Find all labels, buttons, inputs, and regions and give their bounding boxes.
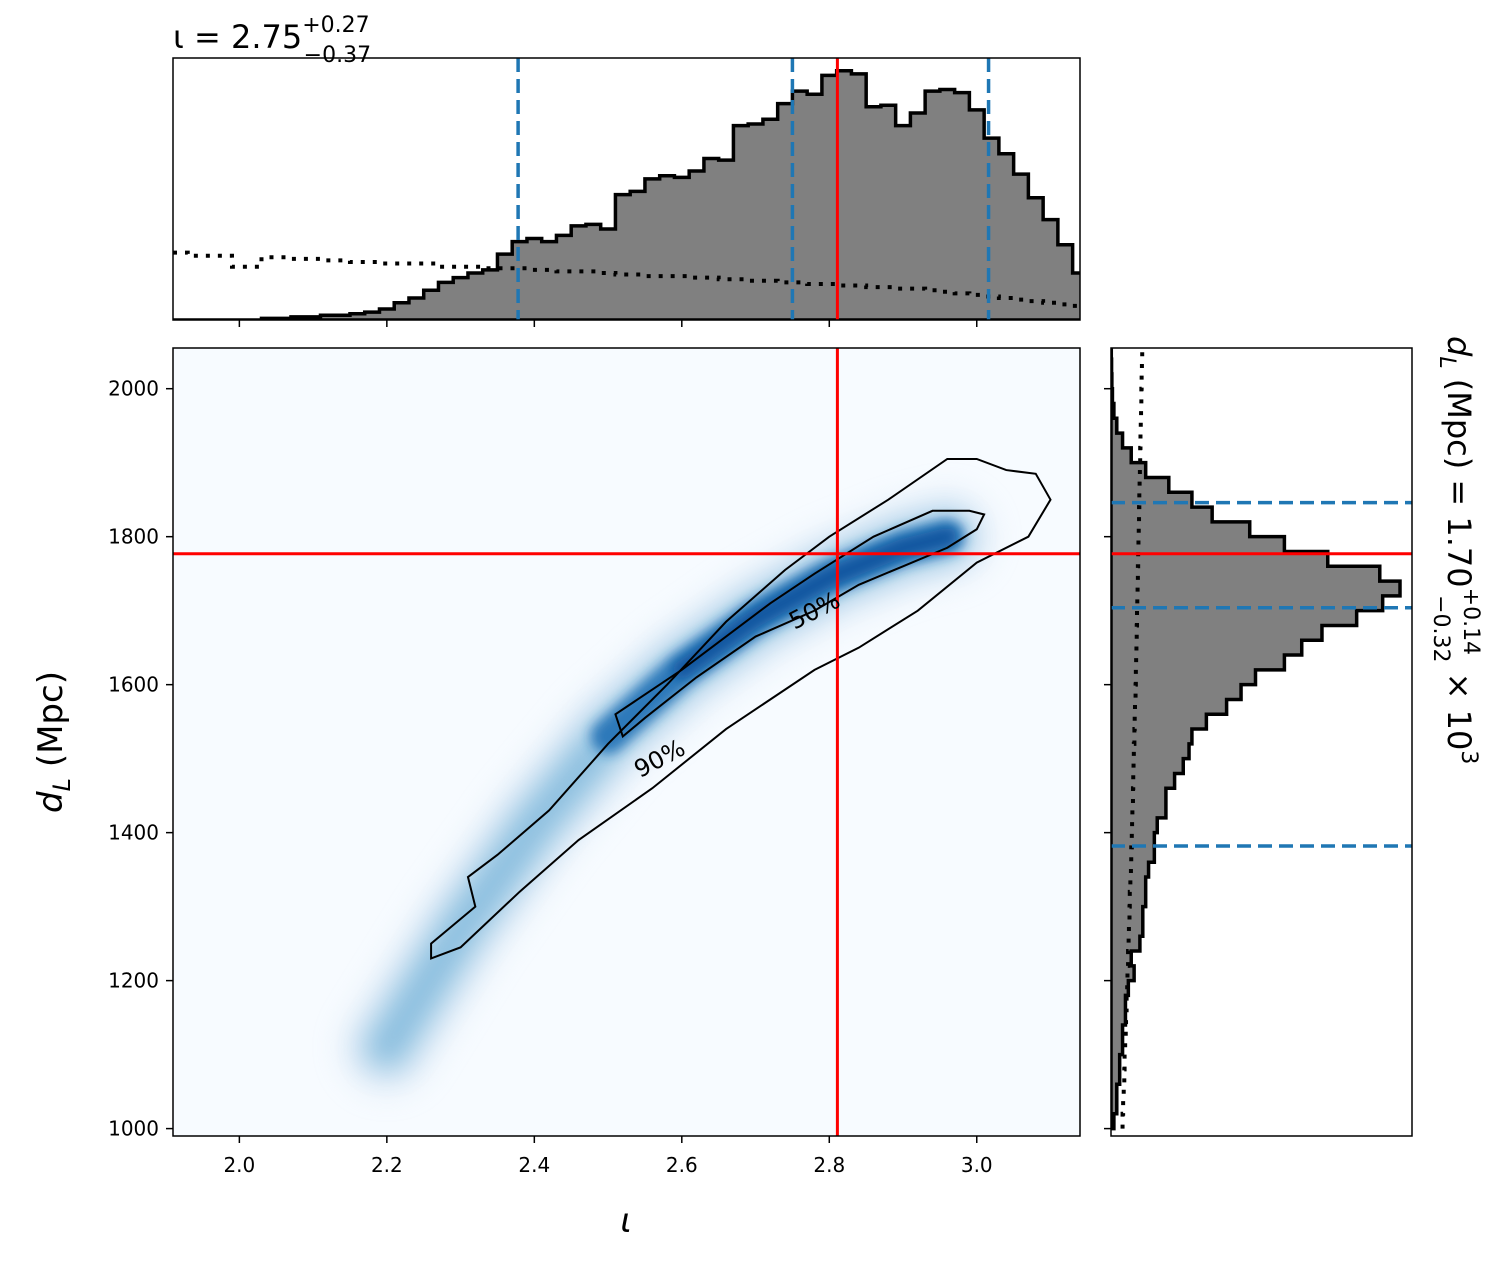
y-tick-label-0: 1000 [108, 1117, 159, 1141]
right-marginal-panel: dL (Mpc) = 1.70+0.14−0.32 × 103 [1104, 336, 1483, 1137]
joint-panel: 50%90% 2.0 2.2 2.4 2.6 2.8 3.0 10001200140016… [31, 347, 1081, 1241]
right-marginal-title: dL (Mpc) = 1.70+0.14−0.32 × 103 [1428, 336, 1483, 764]
y-tick-label-2: 1400 [108, 821, 159, 845]
top-marginal-panel: ι = 2.75+0.27 −0.37 [172, 13, 1081, 327]
x-axis-label: ι [620, 1201, 632, 1241]
joint-y-ticks: 1000 1200 1400 1600 1800 2000 [108, 377, 173, 1141]
contour-50pct [614, 509, 986, 739]
y-axis-label: dL (Mpc) [31, 671, 76, 813]
top-quantile-lines [516, 58, 991, 320]
x-tick-label-1: 2.2 [371, 1153, 403, 1177]
top-prior-histogram [173, 250, 1080, 308]
joint-panel-frame [172, 347, 1081, 1137]
x-tick-label-2: 2.4 [518, 1153, 550, 1177]
right-quantile-lines [1111, 500, 1412, 848]
y-tick-label-1: 1200 [108, 969, 159, 993]
y-tick-label-3: 1600 [108, 673, 159, 697]
y-tick-label-5: 2000 [108, 377, 159, 401]
x-tick-label-3: 2.6 [666, 1153, 698, 1177]
right-y-ticks [1104, 387, 1111, 1130]
right-panel-frame [1110, 347, 1413, 1137]
x-tick-label-0: 2.0 [223, 1153, 255, 1177]
top-posterior-histogram [173, 68, 1080, 320]
right-posterior-histogram [1111, 348, 1402, 1131]
joint-x-ticks: 2.0 2.2 2.4 2.6 2.8 3.0 [223, 1136, 993, 1177]
x-tick-label-5: 3.0 [961, 1153, 993, 1177]
top-x-ticks [238, 320, 978, 327]
top-panel-frame [172, 57, 1081, 321]
top-marginal-title: ι = 2.75+0.27 −0.37 [173, 13, 371, 68]
y-tick-label-4: 1800 [108, 525, 159, 549]
credible-contours [430, 457, 1052, 960]
contour-90pct [430, 457, 1052, 960]
x-tick-label-4: 2.8 [813, 1153, 845, 1177]
density-peak [672, 527, 957, 679]
